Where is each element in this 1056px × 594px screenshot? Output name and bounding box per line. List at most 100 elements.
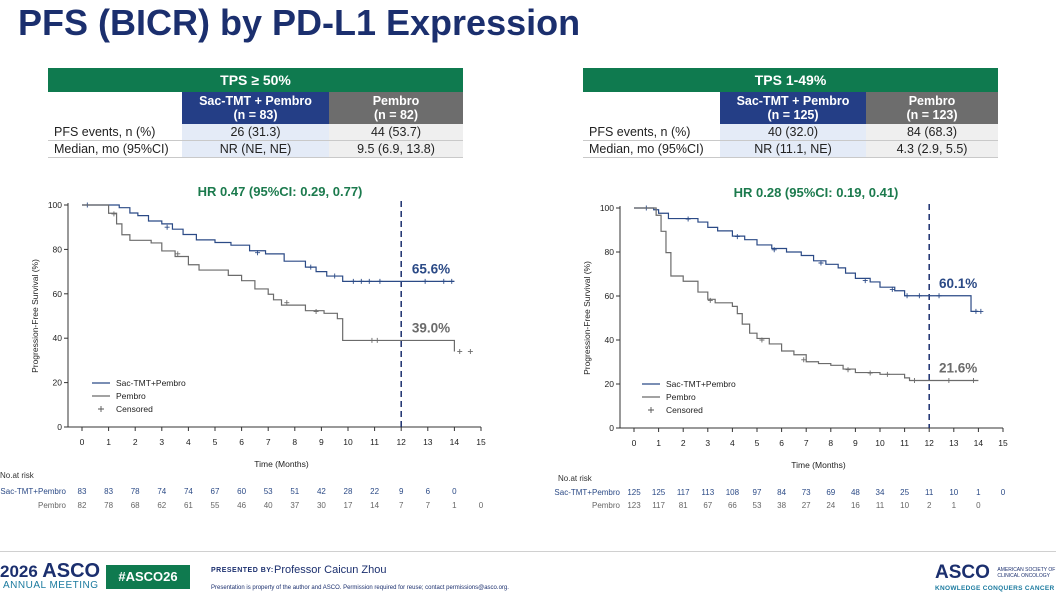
at-risk-row-name: Sac-TMT+Pembro xyxy=(0,487,66,496)
at-risk-value: 17 xyxy=(344,501,353,510)
legend-label: Pembro xyxy=(116,391,146,401)
cell-median-sac: NR (NE, NE) xyxy=(182,140,329,158)
y-tick-label: 80 xyxy=(605,247,615,257)
at-risk-value: 34 xyxy=(876,488,885,497)
x-tick-label: 12 xyxy=(396,437,406,447)
x-tick-label: 2 xyxy=(133,437,138,447)
legend-censor-swatch xyxy=(98,406,104,412)
at-risk-value: 16 xyxy=(851,501,860,510)
censor-mark xyxy=(332,273,338,279)
at-risk-value: 113 xyxy=(701,488,714,497)
censor-mark xyxy=(369,337,375,343)
y-axis-label: Progression-Free Survival (%) xyxy=(30,259,40,373)
at-risk-value: 11 xyxy=(925,488,934,497)
cell-median-pembro: 9.5 (6.9, 13.8) xyxy=(329,140,463,158)
at-risk-value: 1 xyxy=(976,488,981,497)
y-tick-label: 0 xyxy=(57,422,62,432)
at-risk-value: 74 xyxy=(157,487,166,496)
censor-mark xyxy=(358,278,364,284)
at-risk-value: 83 xyxy=(104,487,113,496)
at-risk-value: 14 xyxy=(370,501,379,510)
meeting-logo: 2026 ASCO xyxy=(0,560,100,583)
censor-mark xyxy=(771,247,777,253)
asco-logo: ASCO AMERICAN SOCIETY OF CLINICAL ONCOLO… xyxy=(935,562,1055,584)
at-risk-value: 61 xyxy=(184,501,193,510)
results-table-left: TPS ≥ 50% Sac-TMT + Pembro (n = 83) Pembr… xyxy=(48,68,463,158)
x-tick-label: 5 xyxy=(213,437,218,447)
at-risk-value: 48 xyxy=(851,488,860,497)
at-risk-value: 55 xyxy=(211,501,220,510)
at-risk-value: 125 xyxy=(652,488,666,497)
at-risk-value: 1 xyxy=(452,501,457,510)
at-risk-row-name: Pembro xyxy=(38,501,67,510)
presented-by-label: PRESENTED BY: xyxy=(211,567,274,574)
x-tick-label: 15 xyxy=(998,438,1008,448)
censor-mark xyxy=(457,349,463,355)
x-tick-label: 5 xyxy=(755,438,760,448)
at-risk-value: 6 xyxy=(426,487,431,496)
censor-mark xyxy=(867,370,873,376)
y-tick-label: 60 xyxy=(53,289,63,299)
x-tick-label: 9 xyxy=(853,438,858,448)
hashtag-badge: #ASCO26 xyxy=(106,565,190,589)
at-risk-value: 46 xyxy=(237,501,246,510)
censor-mark xyxy=(374,337,380,343)
at-risk-value: 0 xyxy=(1001,488,1006,497)
km-curve-sac-tmt xyxy=(82,204,455,282)
km-curve-pembro xyxy=(82,204,455,352)
km-chart-tps-50: HR 0.47 (95%CI: 0.29, 0.77)0204060801000… xyxy=(0,184,486,510)
censor-mark xyxy=(707,297,713,303)
hazard-ratio-label: HR 0.28 (95%CI: 0.19, 0.41) xyxy=(734,185,899,200)
x-axis-label: Time (Months) xyxy=(791,460,846,470)
landmark-value-sac-tmt: 60.1% xyxy=(939,276,977,291)
censor-mark xyxy=(734,234,740,240)
at-risk-value: 69 xyxy=(826,488,835,497)
censor-mark xyxy=(284,300,290,306)
x-tick-label: 11 xyxy=(370,437,379,447)
censor-mark xyxy=(978,308,984,314)
at-risk-value: 37 xyxy=(290,501,299,510)
hazard-ratio-label: HR 0.47 (95%CI: 0.29, 0.77) xyxy=(198,184,363,199)
at-risk-value: 10 xyxy=(900,501,909,510)
cell-events-pembro: 84 (68.3) xyxy=(866,124,998,141)
at-risk-value: 78 xyxy=(131,487,140,496)
censor-mark xyxy=(441,278,447,284)
censor-mark xyxy=(685,216,691,222)
cell-events-sac: 40 (32.0) xyxy=(720,124,866,141)
x-tick-label: 7 xyxy=(266,437,271,447)
row-label-events: PFS events, n (%) xyxy=(48,124,182,141)
y-tick-label: 0 xyxy=(609,423,614,433)
x-tick-label: 9 xyxy=(319,437,324,447)
at-risk-value: 53 xyxy=(264,487,273,496)
legend-label: Sac-TMT+Pembro xyxy=(116,378,186,388)
censor-mark xyxy=(255,250,261,256)
landmark-value-sac-tmt: 65.6% xyxy=(412,261,450,276)
at-risk-value: 62 xyxy=(157,501,166,510)
legend-label: Censored xyxy=(116,404,153,414)
at-risk-value: 38 xyxy=(777,501,786,510)
row-label-events: PFS events, n (%) xyxy=(583,124,720,141)
at-risk-value: 0 xyxy=(452,487,457,496)
x-axis-label: Time (Months) xyxy=(254,459,309,469)
y-tick-label: 100 xyxy=(48,200,62,210)
censor-mark xyxy=(759,337,765,343)
censor-mark xyxy=(111,211,117,217)
at-risk-value: 117 xyxy=(652,501,665,510)
censor-mark xyxy=(916,293,922,299)
row-label-median: Median, mo (95%CI) xyxy=(583,140,720,158)
x-tick-label: 6 xyxy=(779,438,784,448)
at-risk-value: 25 xyxy=(900,488,909,497)
at-risk-value: 123 xyxy=(627,501,641,510)
meeting-year: 2026 xyxy=(0,562,38,581)
at-risk-value: 82 xyxy=(78,501,87,510)
x-tick-label: 12 xyxy=(924,438,934,448)
km-curve-sac-tmt xyxy=(634,207,979,312)
x-tick-label: 14 xyxy=(974,438,984,448)
y-tick-label: 20 xyxy=(53,378,63,388)
copyright-notice: Presentation is property of the author a… xyxy=(211,585,509,591)
censor-mark xyxy=(175,251,181,257)
x-tick-label: 13 xyxy=(949,438,959,448)
censor-mark xyxy=(377,278,383,284)
km-curve-pembro xyxy=(634,207,979,382)
at-risk-value: 67 xyxy=(703,501,712,510)
